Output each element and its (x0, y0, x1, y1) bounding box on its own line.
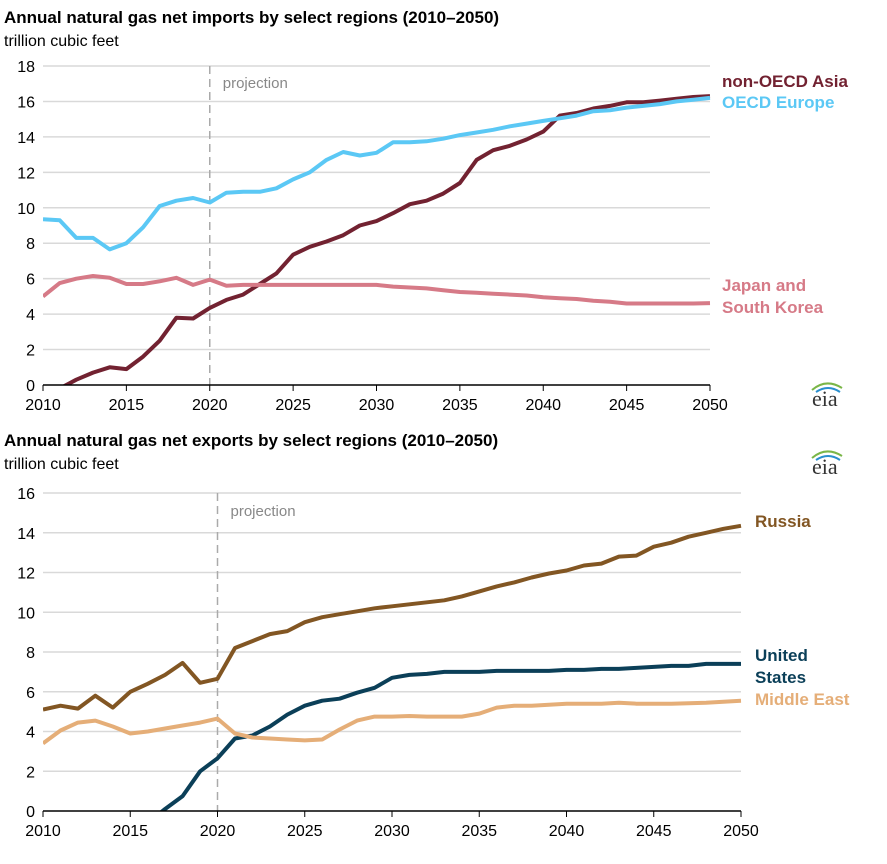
y-tick-label: 12 (17, 165, 35, 182)
y-tick-label: 8 (26, 645, 35, 662)
y-tick-label: 12 (17, 566, 35, 583)
x-tick-label: 2030 (359, 397, 395, 414)
projection-annotation: projection (223, 75, 288, 92)
y-tick-label: 4 (26, 307, 35, 324)
y-tick-label: 0 (26, 378, 35, 395)
y-tick-label: 0 (26, 804, 35, 821)
imports-chart: 0 2 4 6 8 10 12 14 16 18 2010 2015 2020 2025 2030 2035 2… (17, 59, 848, 414)
x-tick-label: 2045 (636, 823, 672, 840)
svg-text:eia: eia (812, 386, 838, 411)
series-line-japan-and-south-korea (43, 274, 711, 306)
y-tick-label: 18 (17, 59, 35, 76)
series-label: Japan and (722, 276, 806, 295)
y-tick-label: 14 (17, 526, 35, 543)
x-tick-label: 2025 (287, 823, 323, 840)
x-tick-label: 2010 (25, 823, 61, 840)
x-tick-label: 2050 (723, 823, 759, 840)
x-tick-label: 2040 (525, 397, 561, 414)
x-tick-label: 2040 (549, 823, 585, 840)
series-label: United (755, 646, 808, 665)
x-tick-label: 2015 (112, 823, 148, 840)
x-tick-label: 2020 (200, 823, 236, 840)
series-label: Middle East (755, 690, 850, 709)
projection-annotation: projection (231, 503, 296, 520)
x-tick-label: 2050 (692, 397, 728, 414)
y-tick-label: 6 (26, 272, 35, 289)
x-tick-label: 2020 (192, 397, 228, 414)
y-tick-label: 10 (17, 201, 35, 218)
y-tick-label: 16 (17, 94, 35, 111)
series-line-united-states (159, 661, 741, 811)
chart-title-imports: Annual natural gas net imports by select… (4, 8, 499, 27)
eia-logo: eia (811, 450, 843, 479)
series-label: non-OECD Asia (722, 72, 848, 91)
series-label: Russia (755, 512, 811, 531)
y-tick-label: 14 (17, 130, 35, 147)
y-tick-label: 10 (17, 605, 35, 622)
y-tick-label: 4 (26, 725, 35, 742)
x-tick-label: 2010 (25, 397, 61, 414)
series-line-oecd-europe (43, 95, 711, 252)
x-tick-label: 2045 (609, 397, 645, 414)
x-tick-label: 2035 (461, 823, 497, 840)
eia-logo: eia (811, 382, 843, 411)
x-tick-label: 2030 (374, 823, 410, 840)
series-label: OECD Europe (722, 93, 834, 112)
series-line-middle-east (43, 698, 742, 746)
y-unit-label-exports: trillion cubic feet (4, 456, 119, 473)
exports-chart: 0 2 4 6 8 10 12 14 16 2010 2015 2020 2025 2030 2035 204… (17, 486, 850, 840)
y-unit-label-imports: trillion cubic feet (4, 33, 119, 50)
series-line-non-oecd-asia (62, 94, 711, 385)
series-line-russia (43, 523, 742, 712)
x-tick-label: 2015 (109, 397, 145, 414)
series-label: South Korea (722, 298, 824, 317)
svg-text:eia: eia (812, 454, 838, 479)
y-tick-label: 8 (26, 236, 35, 253)
y-tick-label: 2 (26, 764, 35, 781)
series-label: States (755, 668, 806, 687)
y-tick-label: 16 (17, 486, 35, 503)
y-tick-label: 2 (26, 343, 35, 360)
x-tick-label: 2025 (275, 397, 311, 414)
x-tick-label: 2035 (442, 397, 478, 414)
y-tick-label: 6 (26, 685, 35, 702)
chart-title-exports: Annual natural gas net exports by select… (4, 431, 498, 450)
